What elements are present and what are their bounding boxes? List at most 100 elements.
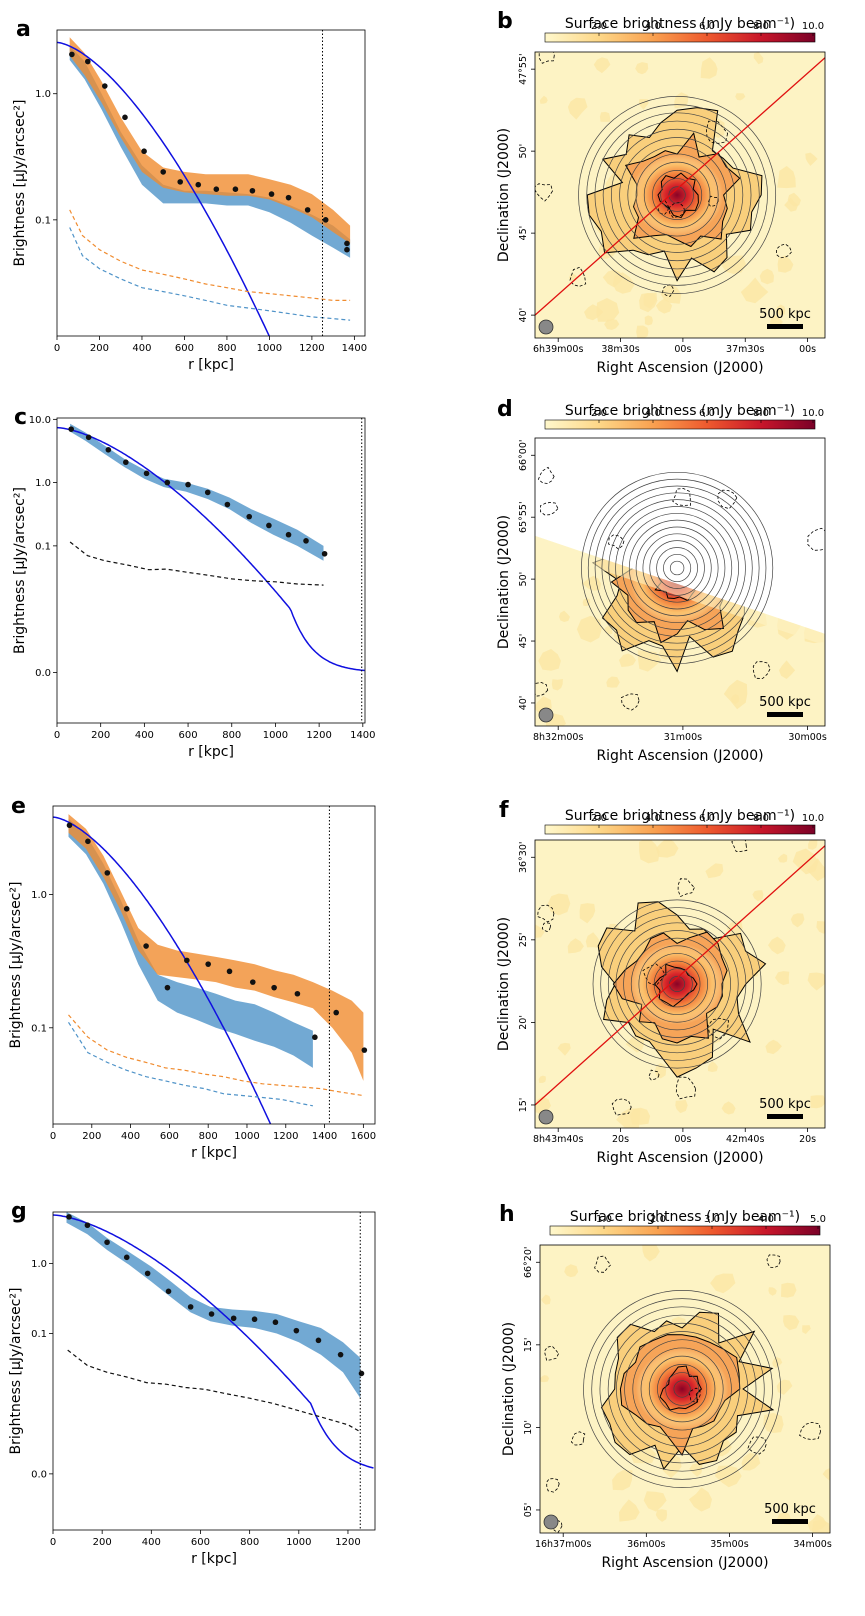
ra-tick-label: 20s — [799, 1134, 816, 1145]
panel-letter-h: h — [499, 1202, 515, 1227]
noise-patch — [784, 197, 799, 212]
annulus-ring — [638, 945, 716, 1023]
x-tick-label: 1400 — [312, 1131, 337, 1142]
annulus-ring — [615, 506, 739, 630]
dec-tick-label: 40' — [518, 696, 529, 711]
map-frame — [534, 437, 826, 727]
annulus-ring — [600, 907, 754, 1061]
x-tick-label: 800 — [222, 730, 241, 741]
data-point — [293, 1327, 300, 1334]
dec-axis-label: Declination (J2000) — [501, 1322, 517, 1456]
colorbar-tick-label: 8.0 — [753, 408, 769, 419]
ra-tick-label: 16h37m00s — [535, 1539, 592, 1550]
colorbar-tick-label: 6.0 — [699, 408, 715, 419]
ra-tick-label: 36m00s — [627, 1539, 665, 1550]
noise-patch — [660, 284, 682, 304]
profile-band-1 — [66, 1212, 361, 1399]
cut-line — [535, 57, 825, 316]
noise-patch — [777, 853, 788, 863]
dec-axis-label: Declination (J2000) — [496, 128, 512, 262]
colorbar-tick-label: 8.0 — [753, 21, 769, 32]
data-point — [105, 447, 112, 453]
y-tick-label: 0.1 — [35, 541, 51, 552]
profile-panel-e: 0 200 400 600 800 1000 1200 1400 1600 1.0 0.1 r [kp… — [8, 805, 376, 1161]
data-point — [177, 179, 183, 185]
scalebar-label: 500 kpc — [759, 1097, 811, 1112]
data-point — [303, 538, 309, 544]
annulus-ring — [587, 478, 767, 658]
data-point — [294, 990, 301, 997]
negative-contour — [570, 1431, 586, 1446]
y-axis-label: Brightness [μJy/arcsec²] — [12, 487, 28, 654]
data-point — [271, 984, 277, 991]
profile-band-1 — [69, 45, 351, 258]
noise-patch — [557, 1042, 571, 1056]
y-tick-label: 0.0 — [31, 1469, 47, 1480]
dec-tick-label: 15' — [518, 1098, 529, 1113]
data-point — [224, 501, 231, 508]
profile-panel-c: 0 200 400 600 800 1000 1200 1400 10.0 1.0 0.1 0.0 r … — [12, 415, 376, 760]
data-point — [69, 51, 75, 58]
noise-patch — [639, 840, 660, 864]
data-point — [85, 434, 92, 441]
x-tick-label: 0 — [54, 343, 60, 354]
panel-letter-e: e — [11, 794, 26, 819]
negative-contour — [657, 199, 670, 216]
data-point — [104, 1239, 110, 1246]
profile-band-1 — [68, 818, 313, 1068]
negative-contour — [776, 243, 793, 259]
ra-tick-label: 37m30s — [726, 344, 764, 355]
noise-patch — [707, 1061, 718, 1072]
colorbar-tick-label: 2.0 — [591, 813, 607, 824]
x-tick-label: 200 — [91, 730, 110, 741]
data-point — [204, 489, 211, 496]
y-tick-label: 1.0 — [31, 1259, 47, 1270]
map-panel-d: Surface brightness (mJy beam⁻¹)2.0 4.0 6.0… — [496, 403, 827, 764]
y-axis-label: Brightness [μJy/arcsec²] — [12, 100, 28, 267]
x-tick-label: 0 — [50, 1537, 56, 1548]
noise-patch — [805, 152, 818, 166]
x-tick-label: 1200 — [335, 1537, 360, 1548]
annulus-ring — [643, 161, 711, 229]
annulus-ring — [668, 186, 686, 204]
colorbar-tick-label: 3.0 — [704, 1214, 720, 1225]
dec-tick-label: 36°30' — [518, 842, 529, 874]
annulus-ring — [607, 1314, 757, 1464]
noise-patch — [655, 1509, 668, 1522]
data-point — [84, 1222, 91, 1229]
data-point — [246, 513, 253, 520]
scalebar-label: 500 kpc — [759, 307, 811, 322]
noise-patch — [599, 111, 611, 122]
noise-patch — [559, 610, 570, 622]
colorbar — [544, 419, 816, 430]
panel-letter-d: d — [497, 397, 513, 422]
noise-patch — [567, 97, 588, 120]
x-tick-label: 200 — [82, 1131, 101, 1142]
noise-patch — [777, 166, 796, 189]
ra-axis-label: Right Ascension (J2000) — [596, 360, 763, 376]
negative-contour — [642, 963, 666, 987]
axes-frame — [56, 29, 366, 337]
model-curve — [53, 816, 272, 1124]
annulus-ring — [635, 153, 719, 237]
colorbar-tick-label: 4.0 — [758, 1214, 774, 1225]
noise-patch — [675, 1099, 688, 1114]
profile-band-2 — [68, 814, 364, 1081]
dec-tick-label: 50' — [518, 572, 529, 587]
annulus-ring — [578, 96, 777, 294]
map-image: 500 kpc — [535, 840, 825, 1128]
x-tick-label: 400 — [121, 1131, 140, 1142]
noise-patch — [643, 1491, 667, 1512]
annulus-ring — [592, 899, 762, 1069]
data-point — [285, 194, 292, 201]
axes-frame — [52, 805, 376, 1125]
noise-patch — [539, 95, 548, 104]
data-point — [213, 186, 220, 192]
data-point — [66, 1214, 72, 1220]
negative-contour — [620, 693, 640, 711]
x-axis-label: r [kpc] — [188, 744, 234, 760]
noise-line-1 — [67, 1349, 361, 1433]
data-point — [141, 148, 147, 155]
dec-tick-label: 45' — [518, 634, 529, 649]
map-panel-h: Surface brightness (mJy beam⁻¹)1.0 2.0 3.0… — [501, 1209, 832, 1571]
